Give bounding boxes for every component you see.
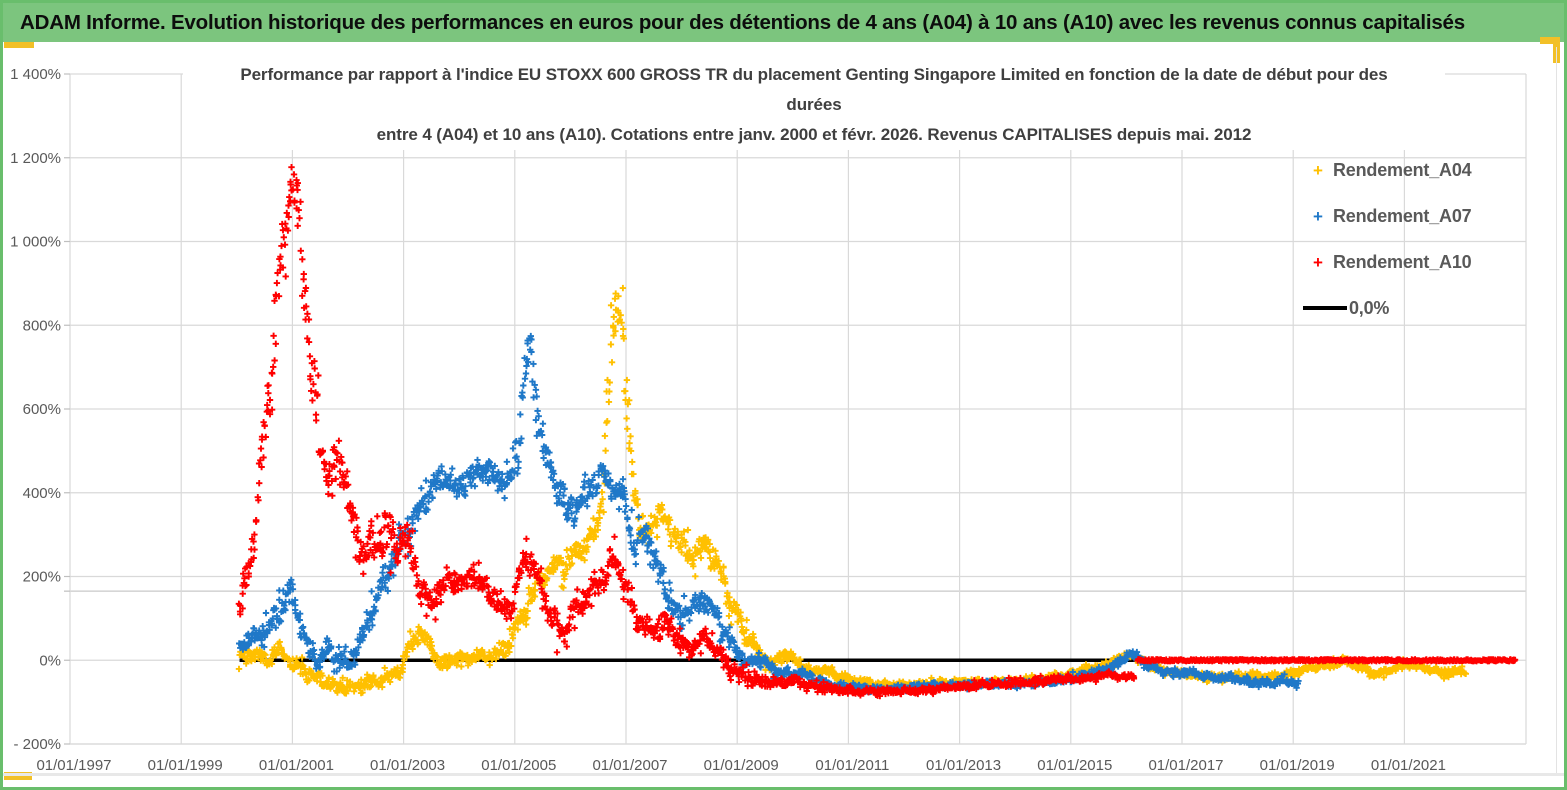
svg-text:01/01/2011: 01/01/2011 — [815, 757, 889, 774]
svg-text:- 200%: - 200% — [13, 736, 61, 753]
zero-line-swatch-icon — [1303, 306, 1347, 310]
chart-title[interactable]: Performance par rapport à l'indice EU ST… — [183, 60, 1445, 150]
chart-title-line-1: Performance par rapport à l'indice EU ST… — [240, 65, 1388, 84]
svg-text:200%: 200% — [23, 569, 61, 586]
svg-text:01/01/2005: 01/01/2005 — [481, 757, 556, 774]
header-title: ADAM Informe. Evolution historique des p… — [20, 10, 1465, 34]
chart-title-line-2: durées — [786, 95, 842, 114]
svg-text:01/01/2015: 01/01/2015 — [1037, 757, 1112, 774]
legend-item-rendement-a07[interactable]: + Rendement_A07 — [1303, 193, 1472, 239]
svg-text:1 000%: 1 000% — [10, 234, 61, 251]
header-title-cell[interactable]: ADAM Informe. Evolution historique des p… — [3, 3, 1564, 42]
performance-chart[interactable]: 1 400% 1 200% 1 000% 800% 600% 400% 200% 0% - 20… — [3, 3, 1567, 790]
svg-text:1 400%: 1 400% — [10, 66, 61, 83]
svg-text:1 200%: 1 200% — [10, 150, 61, 167]
red-flat-zero-segment[interactable] — [1134, 656, 1519, 665]
plus-marker-icon: + — [1313, 252, 1323, 272]
svg-text:01/01/2017: 01/01/2017 — [1148, 757, 1223, 774]
chart-object-border — [1556, 47, 1557, 773]
plus-marker-icon: + — [1313, 160, 1323, 180]
svg-text:0%: 0% — [39, 652, 61, 669]
svg-text:01/01/2013: 01/01/2013 — [926, 757, 1001, 774]
legend-item-0-0-[interactable]: 0,0% — [1303, 285, 1471, 331]
chart-title-line-3: entre 4 (A04) et 10 ans (A10). Cotations… — [376, 125, 1252, 144]
y-axis-ticks — [64, 73, 70, 745]
legend-item-rendement-a04[interactable]: + Rendement_A04 — [1303, 147, 1472, 193]
x-axis-labels[interactable]: 01/01/1997 01/01/1999 01/01/2001 01/01/2003… — [36, 757, 1445, 774]
svg-text:600%: 600% — [23, 401, 61, 418]
selection-accent-bottom-left — [4, 772, 32, 780]
chart-legend[interactable]: + Rendement_A04 + Rendement_A07 + Rendement_A… — [1303, 147, 1472, 331]
legend-item-rendement-a10[interactable]: + Rendement_A10 — [1303, 239, 1472, 285]
svg-text:01/01/2003: 01/01/2003 — [370, 757, 445, 774]
selection-accent-top-right — [1540, 37, 1560, 44]
svg-text:01/01/2021: 01/01/2021 — [1371, 757, 1446, 774]
svg-text:01/01/2007: 01/01/2007 — [592, 757, 667, 774]
legend-label: Rendement_A10 — [1333, 251, 1472, 272]
selection-accent-top-left — [4, 42, 34, 48]
svg-text:01/01/2009: 01/01/2009 — [704, 757, 779, 774]
svg-text:01/01/2001: 01/01/2001 — [259, 757, 334, 774]
svg-text:400%: 400% — [23, 485, 61, 502]
legend-label: 0,0% — [1349, 297, 1390, 318]
legend-label: Rendement_A04 — [1333, 159, 1472, 180]
row-divider — [3, 773, 1564, 776]
svg-text:800%: 800% — [23, 317, 61, 334]
y-axis-labels[interactable]: 1 400% 1 200% 1 000% 800% 600% 400% 200% 0% - 20… — [10, 66, 61, 753]
series-rendement_a07[interactable] — [236, 332, 1302, 696]
series-rendement_a10[interactable] — [235, 164, 1138, 700]
plus-marker-icon: + — [1313, 206, 1323, 226]
svg-text:01/01/1997: 01/01/1997 — [36, 757, 111, 774]
svg-text:01/01/1999: 01/01/1999 — [148, 757, 223, 774]
legend-label: Rendement_A07 — [1333, 205, 1472, 226]
svg-text:01/01/2019: 01/01/2019 — [1260, 757, 1335, 774]
